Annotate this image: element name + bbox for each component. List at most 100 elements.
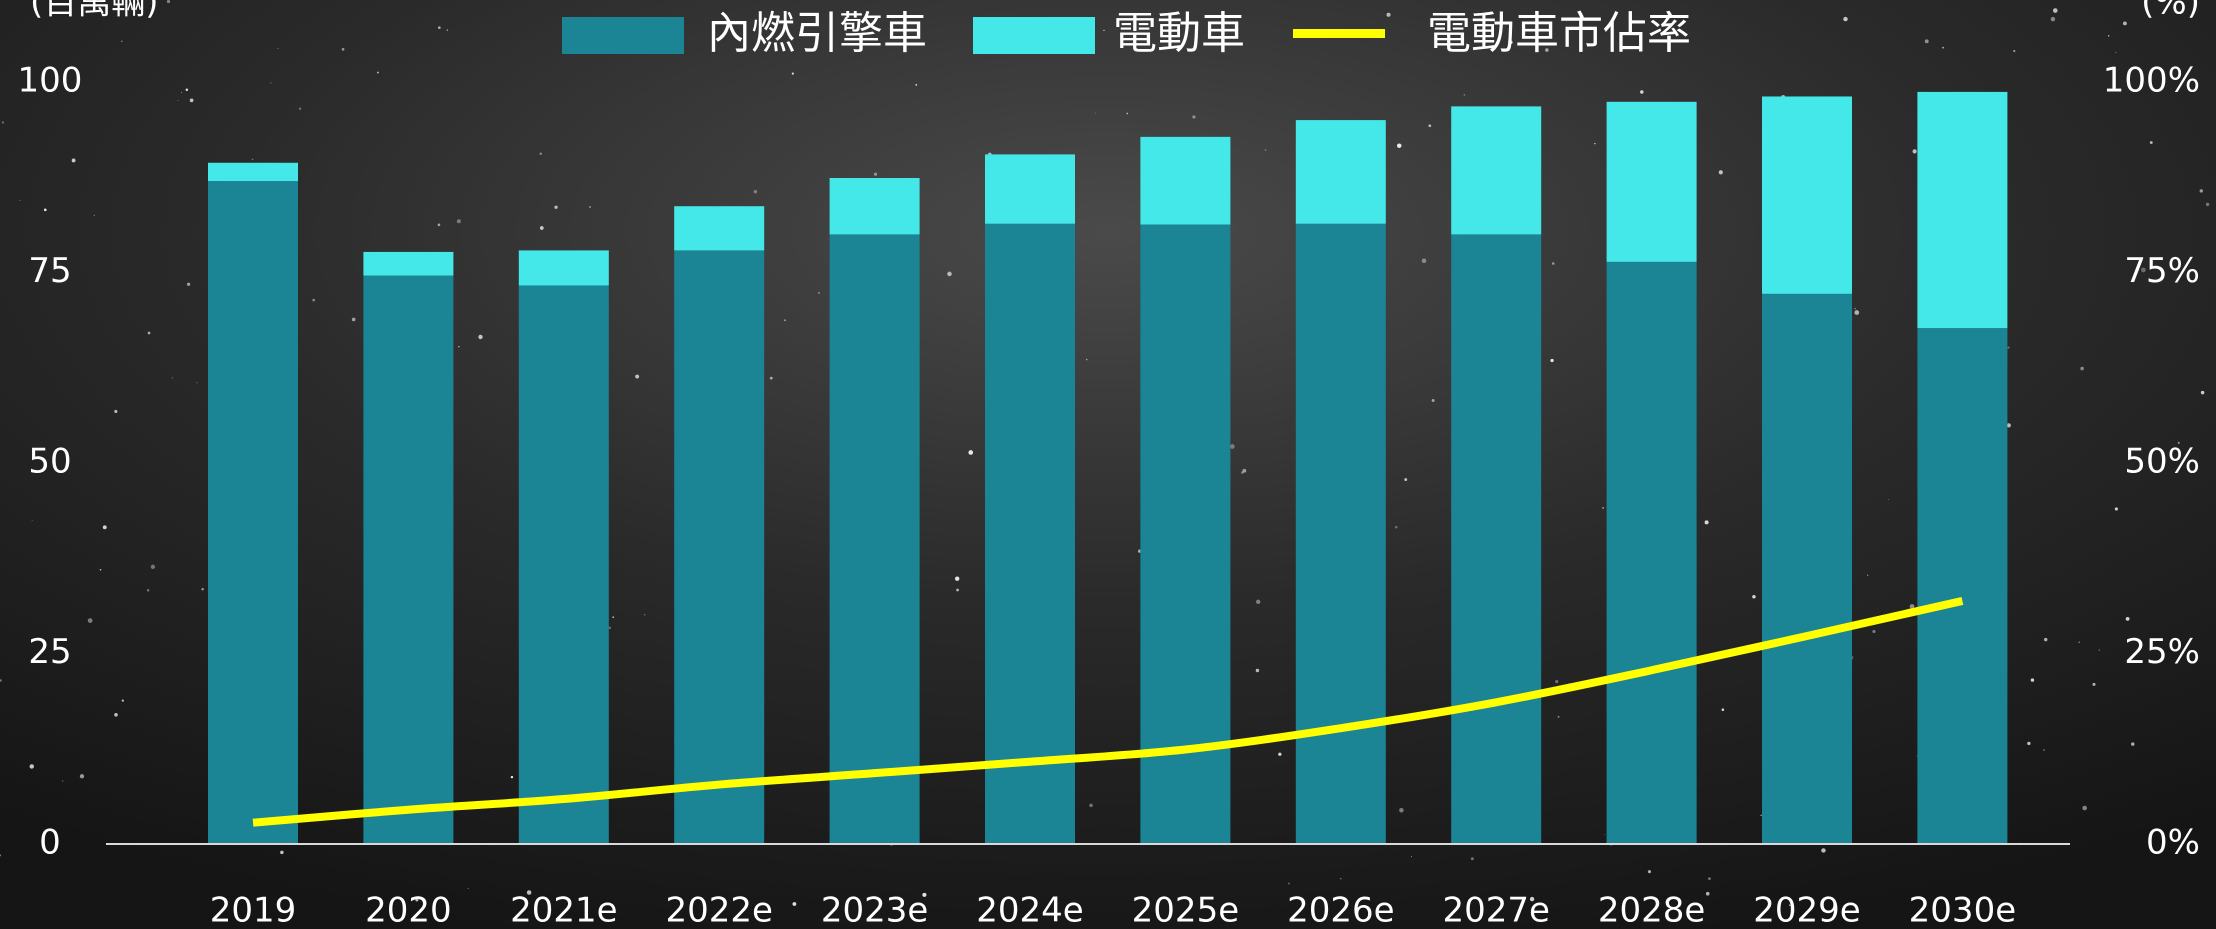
star xyxy=(554,205,558,209)
star xyxy=(1394,525,1398,529)
star xyxy=(1278,752,1282,756)
star xyxy=(873,172,878,176)
star xyxy=(1555,679,1559,684)
star xyxy=(312,298,316,302)
legend: 內燃引擎車 電動車 電動車市佔率 xyxy=(562,8,1691,59)
y2-tick-label: 50% xyxy=(2124,442,2200,482)
bar xyxy=(829,178,920,235)
star xyxy=(915,83,918,86)
star xyxy=(1255,668,1260,673)
star xyxy=(612,616,614,618)
star xyxy=(791,72,794,75)
star xyxy=(2007,346,2010,349)
star xyxy=(0,679,2,682)
bar xyxy=(1295,120,1386,224)
star xyxy=(467,887,469,890)
star xyxy=(478,334,483,340)
star xyxy=(1386,12,1391,17)
star xyxy=(2205,202,2210,207)
star xyxy=(31,519,33,521)
star xyxy=(0,854,2,857)
star xyxy=(1242,468,1247,473)
y-tick-label: 0 xyxy=(39,823,61,863)
x-tick-label: 2026e xyxy=(1287,891,1394,929)
star xyxy=(1089,803,1093,808)
y-axis-label: (百萬輛) xyxy=(30,0,159,23)
star xyxy=(1909,604,1915,609)
y-tick-label: 75 xyxy=(28,251,71,291)
star xyxy=(2199,189,2203,193)
bar xyxy=(208,181,298,844)
star xyxy=(1256,599,1261,605)
bar xyxy=(985,154,1075,224)
star xyxy=(589,206,591,208)
star xyxy=(415,898,419,902)
y2-tick-label: 75% xyxy=(2124,251,2200,291)
star xyxy=(1603,833,1605,835)
star xyxy=(1529,896,1535,902)
star xyxy=(539,152,542,155)
bar xyxy=(985,223,1075,844)
star xyxy=(189,98,194,103)
star xyxy=(2098,649,2101,651)
bar xyxy=(1140,224,1231,844)
star xyxy=(1470,857,1474,861)
star xyxy=(1718,170,1723,175)
star xyxy=(1404,478,1408,482)
y-tick-label: 100 xyxy=(18,61,83,101)
star xyxy=(1421,258,1427,264)
y2-tick-label: 25% xyxy=(2124,632,2200,672)
star xyxy=(1888,499,1889,500)
star xyxy=(2115,51,2117,54)
star xyxy=(1602,506,1604,509)
star xyxy=(1854,307,1856,310)
star xyxy=(510,775,514,779)
star xyxy=(1192,115,1196,119)
star xyxy=(458,346,460,348)
star xyxy=(2131,742,2135,746)
bar xyxy=(208,162,298,182)
star xyxy=(954,576,960,581)
star xyxy=(608,626,612,630)
x-tick-label: 2024e xyxy=(976,891,1083,929)
star xyxy=(456,219,461,224)
x-tick-label: 2027e xyxy=(1442,891,1549,929)
star xyxy=(2125,616,2130,621)
bar xyxy=(1606,101,1697,262)
bar xyxy=(1140,136,1231,225)
star xyxy=(186,282,191,286)
star xyxy=(644,614,646,616)
star xyxy=(1721,708,1725,711)
star xyxy=(1924,39,1929,44)
star xyxy=(298,107,302,110)
star xyxy=(171,377,173,379)
star xyxy=(2082,805,2087,811)
star xyxy=(196,382,198,384)
bar xyxy=(363,275,454,845)
star xyxy=(1708,877,1711,880)
star xyxy=(968,450,974,455)
star xyxy=(1229,444,1235,449)
star xyxy=(150,564,156,569)
star xyxy=(2108,35,2110,37)
star xyxy=(539,226,544,230)
star xyxy=(2149,141,2153,144)
star xyxy=(2177,441,2180,444)
star xyxy=(71,158,76,163)
star xyxy=(1867,574,1869,576)
star xyxy=(1339,877,1342,880)
bar xyxy=(674,250,765,845)
star xyxy=(1103,29,1105,32)
star xyxy=(2030,678,2035,682)
star xyxy=(1431,399,1435,403)
star xyxy=(1752,595,1756,599)
star xyxy=(2080,366,2084,371)
star xyxy=(784,319,786,321)
star xyxy=(1,121,5,124)
star xyxy=(79,774,85,779)
bar xyxy=(1451,106,1542,235)
star xyxy=(251,158,254,161)
star xyxy=(102,525,107,530)
star xyxy=(177,99,179,102)
